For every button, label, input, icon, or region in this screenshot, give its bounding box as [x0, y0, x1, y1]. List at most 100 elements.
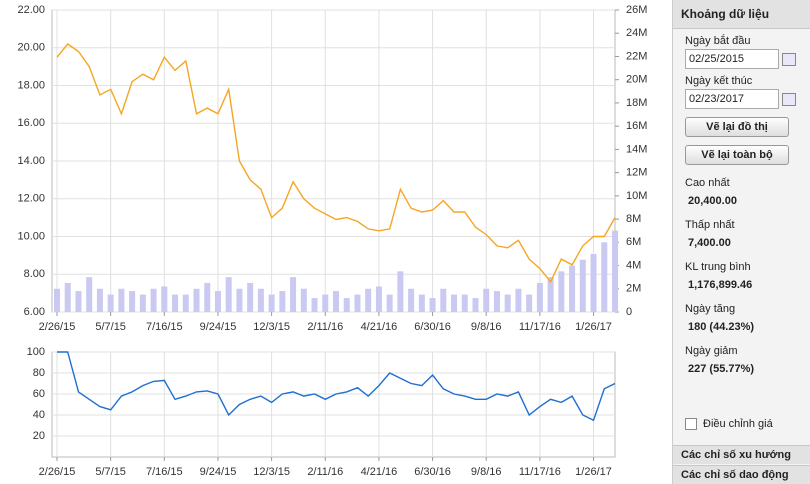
redraw-button[interactable]: Vẽ lại đồ thị [685, 117, 789, 137]
y-tick-label: 14.00 [17, 155, 45, 167]
volume-bar [107, 294, 114, 312]
volume-bar [75, 291, 82, 312]
chart-area: 6.00 8.00 10.00 12.00 14.00 16.00 18.00 20.00 22… [17, 4, 647, 478]
y-tick-label: 12.00 [17, 193, 45, 205]
volume-bar [429, 298, 436, 312]
x-tick-label: 11/17/16 [519, 466, 561, 478]
volume-bar [96, 288, 103, 312]
y2-tick-label: 2M [626, 283, 641, 295]
y-tick-label: 10.00 [17, 230, 45, 242]
end-input[interactable]: 02/23/2017 [685, 89, 779, 109]
volume-bar [214, 291, 221, 312]
volume-bar [86, 277, 93, 312]
y-tick-label: 20.00 [17, 42, 45, 54]
y2-tick-label: 10M [626, 190, 647, 202]
volume-bar [257, 288, 264, 312]
volume-bar [236, 288, 243, 312]
volume-bar [461, 294, 468, 312]
y-tick-label: 20 [33, 430, 45, 442]
volume-bar [547, 277, 554, 312]
line [57, 351, 616, 422]
y-tick-label: 80 [33, 367, 45, 379]
stat-label: KL trung bình [685, 261, 751, 273]
stat-label: Ngày giảm [685, 345, 738, 357]
volume-bar [182, 294, 189, 312]
volume-bar [483, 288, 490, 312]
x-tick-label: 9/8/16 [471, 466, 502, 478]
volume-bar [322, 294, 329, 312]
x-tick-label: 5/7/15 [95, 466, 126, 478]
x-tick-label: 1/26/17 [575, 321, 612, 333]
y2-tick-label: 18M [626, 97, 647, 109]
y-tick-label: 60 [33, 388, 45, 400]
x-tick-label: 2/11/16 [307, 466, 343, 478]
volume-bar [612, 230, 618, 312]
x-tick-label: 7/16/15 [146, 466, 183, 478]
x-tick-label: 12/3/15 [253, 466, 290, 478]
x-tick-label: 9/24/15 [200, 466, 237, 478]
volume-bar [247, 282, 254, 312]
volume-bar [397, 271, 404, 312]
section[interactable]: Các chỉ số dao động [673, 465, 810, 484]
volume-bar [290, 277, 297, 312]
y2-tick-label: 0 [626, 306, 632, 318]
y-tick-label: 6.00 [24, 306, 45, 318]
y-tick-label: 18.00 [17, 79, 45, 91]
volume-bar [558, 271, 565, 312]
stat-value: 20,400.00 [688, 195, 737, 207]
x-tick-label: 11/17/16 [519, 321, 561, 333]
adjust-checkbox[interactable]: Điều chỉnh giá [685, 418, 773, 431]
volume-bar [579, 259, 586, 312]
volume-bar [590, 253, 597, 312]
panel-title: Khoảng dữ liệu [673, 0, 810, 29]
volume-bar [375, 286, 382, 312]
volume-bar [601, 242, 608, 312]
checkbox-label: Điều chỉnh giá [703, 418, 773, 430]
checkbox[interactable] [685, 418, 697, 431]
y-tick-label: 100 [27, 346, 45, 358]
x-tick-label: 5/7/15 [95, 321, 126, 333]
y2-tick-label: 8M [626, 213, 641, 225]
stat-label: Thấp nhất [685, 219, 735, 231]
section[interactable]: Các chỉ số xu hướng [673, 445, 810, 464]
volume-bar [268, 294, 275, 312]
y-tick-label: 40 [33, 409, 45, 421]
stat-label: Cao nhất [685, 177, 730, 189]
volume-bar [472, 298, 479, 312]
start-input[interactable]: 02/25/2015 [685, 49, 779, 69]
x-tick-label: 1/26/17 [575, 466, 612, 478]
volume-bar [343, 298, 350, 312]
stat-value: 1,176,899.46 [688, 279, 753, 291]
y2-tick-label: 16M [626, 120, 647, 132]
volume-bar [64, 282, 71, 312]
volume-bar [408, 288, 415, 312]
volume-bar [118, 288, 125, 312]
volume-bar [365, 288, 372, 312]
x-tick-label: 9/8/16 [471, 321, 502, 333]
volume-bar [54, 288, 60, 312]
volume-bar [300, 288, 307, 312]
stats: Cao nhất 20,400.00 Thấp nhất 7,400.00 KL tru… [673, 177, 810, 375]
volume-bar [440, 288, 447, 312]
volume-bar [172, 294, 179, 312]
plot-area [51, 351, 616, 458]
volume-bar [451, 294, 458, 312]
volume-bar [493, 291, 500, 312]
stat-value: 7,400.00 [688, 237, 731, 249]
volume-bar [515, 288, 522, 312]
y2-tick-label: 20M [626, 74, 647, 86]
volume-bar [139, 294, 146, 312]
y-tick-label: 22.00 [17, 4, 45, 16]
line [56, 43, 616, 284]
volume-bar [161, 286, 168, 312]
calendar-icon[interactable] [782, 52, 796, 66]
volume-bar [333, 291, 339, 312]
x-tick-label: 2/26/15 [39, 466, 76, 478]
volume-bar [193, 288, 200, 312]
calendar-icon[interactable] [782, 92, 796, 106]
redraw-all-button[interactable]: Vẽ lại toàn bộ [685, 145, 789, 165]
end-label: Ngày kết thúc [685, 75, 753, 87]
y2-tick-label: 26M [626, 4, 647, 16]
start-label: Ngày bắt đầu [685, 35, 751, 47]
